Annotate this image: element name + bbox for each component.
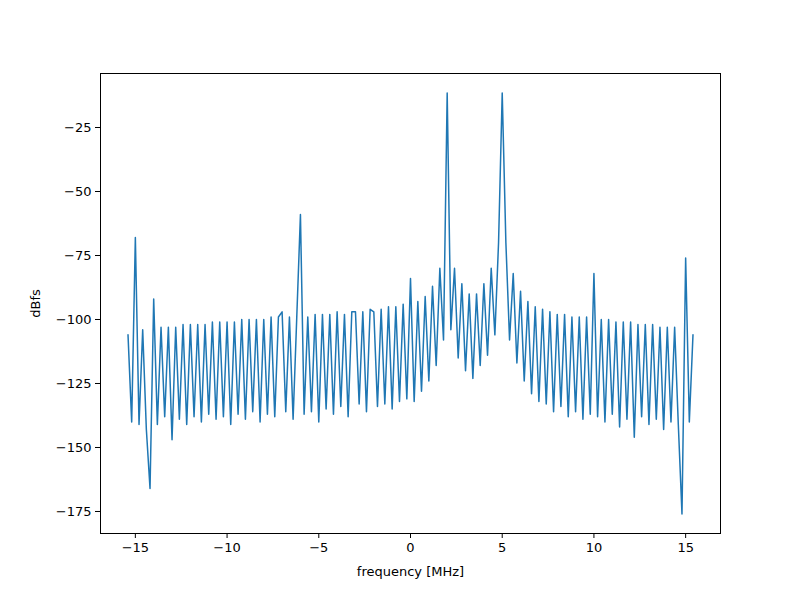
svg-text:−5: −5 <box>309 540 328 555</box>
svg-text:5: 5 <box>498 540 506 555</box>
svg-text:−10: −10 <box>213 540 240 555</box>
svg-text:−100: −100 <box>56 312 92 327</box>
svg-text:−50: −50 <box>64 184 91 199</box>
svg-text:−25: −25 <box>64 120 91 135</box>
svg-text:10: 10 <box>586 540 603 555</box>
svg-text:−125: −125 <box>56 376 92 391</box>
svg-text:0: 0 <box>406 540 414 555</box>
svg-text:dBfs: dBfs <box>28 289 43 318</box>
svg-text:−175: −175 <box>56 504 92 519</box>
svg-text:frequency [MHz]: frequency [MHz] <box>357 564 464 579</box>
svg-text:−150: −150 <box>56 440 92 455</box>
svg-text:−75: −75 <box>64 248 91 263</box>
svg-text:15: 15 <box>677 540 694 555</box>
svg-text:−15: −15 <box>122 540 149 555</box>
